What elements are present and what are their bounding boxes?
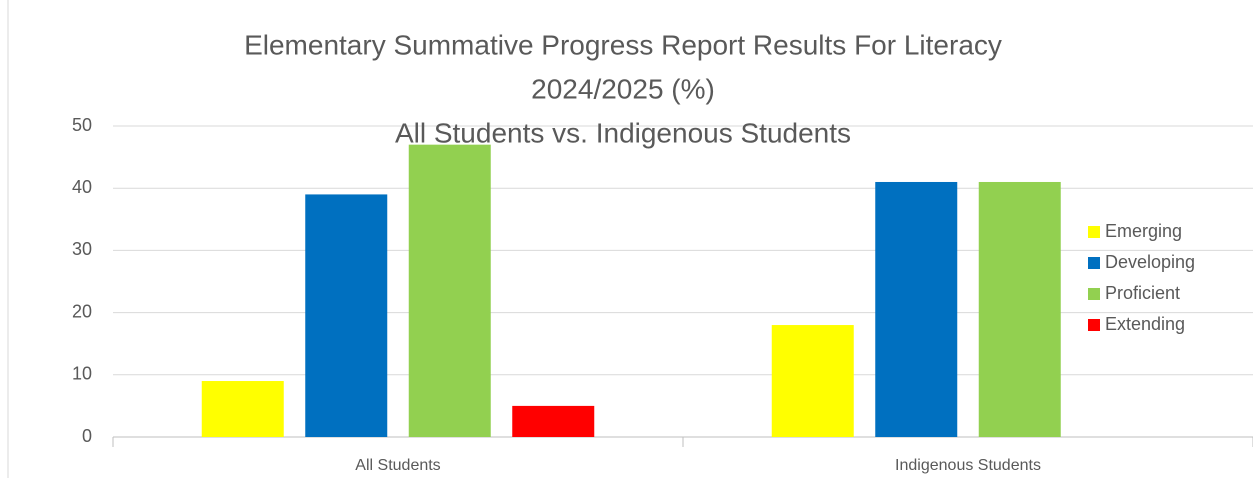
legend-label: Proficient [1105,283,1180,303]
x-tick-label: Indigenous Students [895,457,1041,474]
y-tick-label: 0 [82,426,92,446]
bar [408,144,491,437]
bar [512,405,595,437]
y-tick-label: 40 [72,177,92,197]
legend-swatch [1088,319,1100,331]
legend-label: Extending [1105,314,1185,334]
chart-subtitle: All Students vs. Indigenous Students [395,117,851,148]
y-tick-label: 10 [72,364,92,384]
legend-swatch [1088,257,1100,269]
bar [978,181,1061,437]
chart-title: 2024/2025 (%) [531,73,715,104]
bar [875,181,958,437]
y-tick-label: 30 [72,239,92,259]
chart-title: Elementary Summative Progress Report Res… [244,29,1002,60]
legend-swatch [1088,226,1100,238]
bar [305,194,388,437]
x-tick-label: All Students [355,457,440,474]
legend-label: Developing [1105,252,1195,272]
legend-swatch [1088,288,1100,300]
bar [771,325,854,437]
legend-label: Emerging [1105,221,1182,241]
y-tick-label: 50 [72,115,92,135]
bar [201,381,284,437]
y-tick-label: 20 [72,301,92,321]
